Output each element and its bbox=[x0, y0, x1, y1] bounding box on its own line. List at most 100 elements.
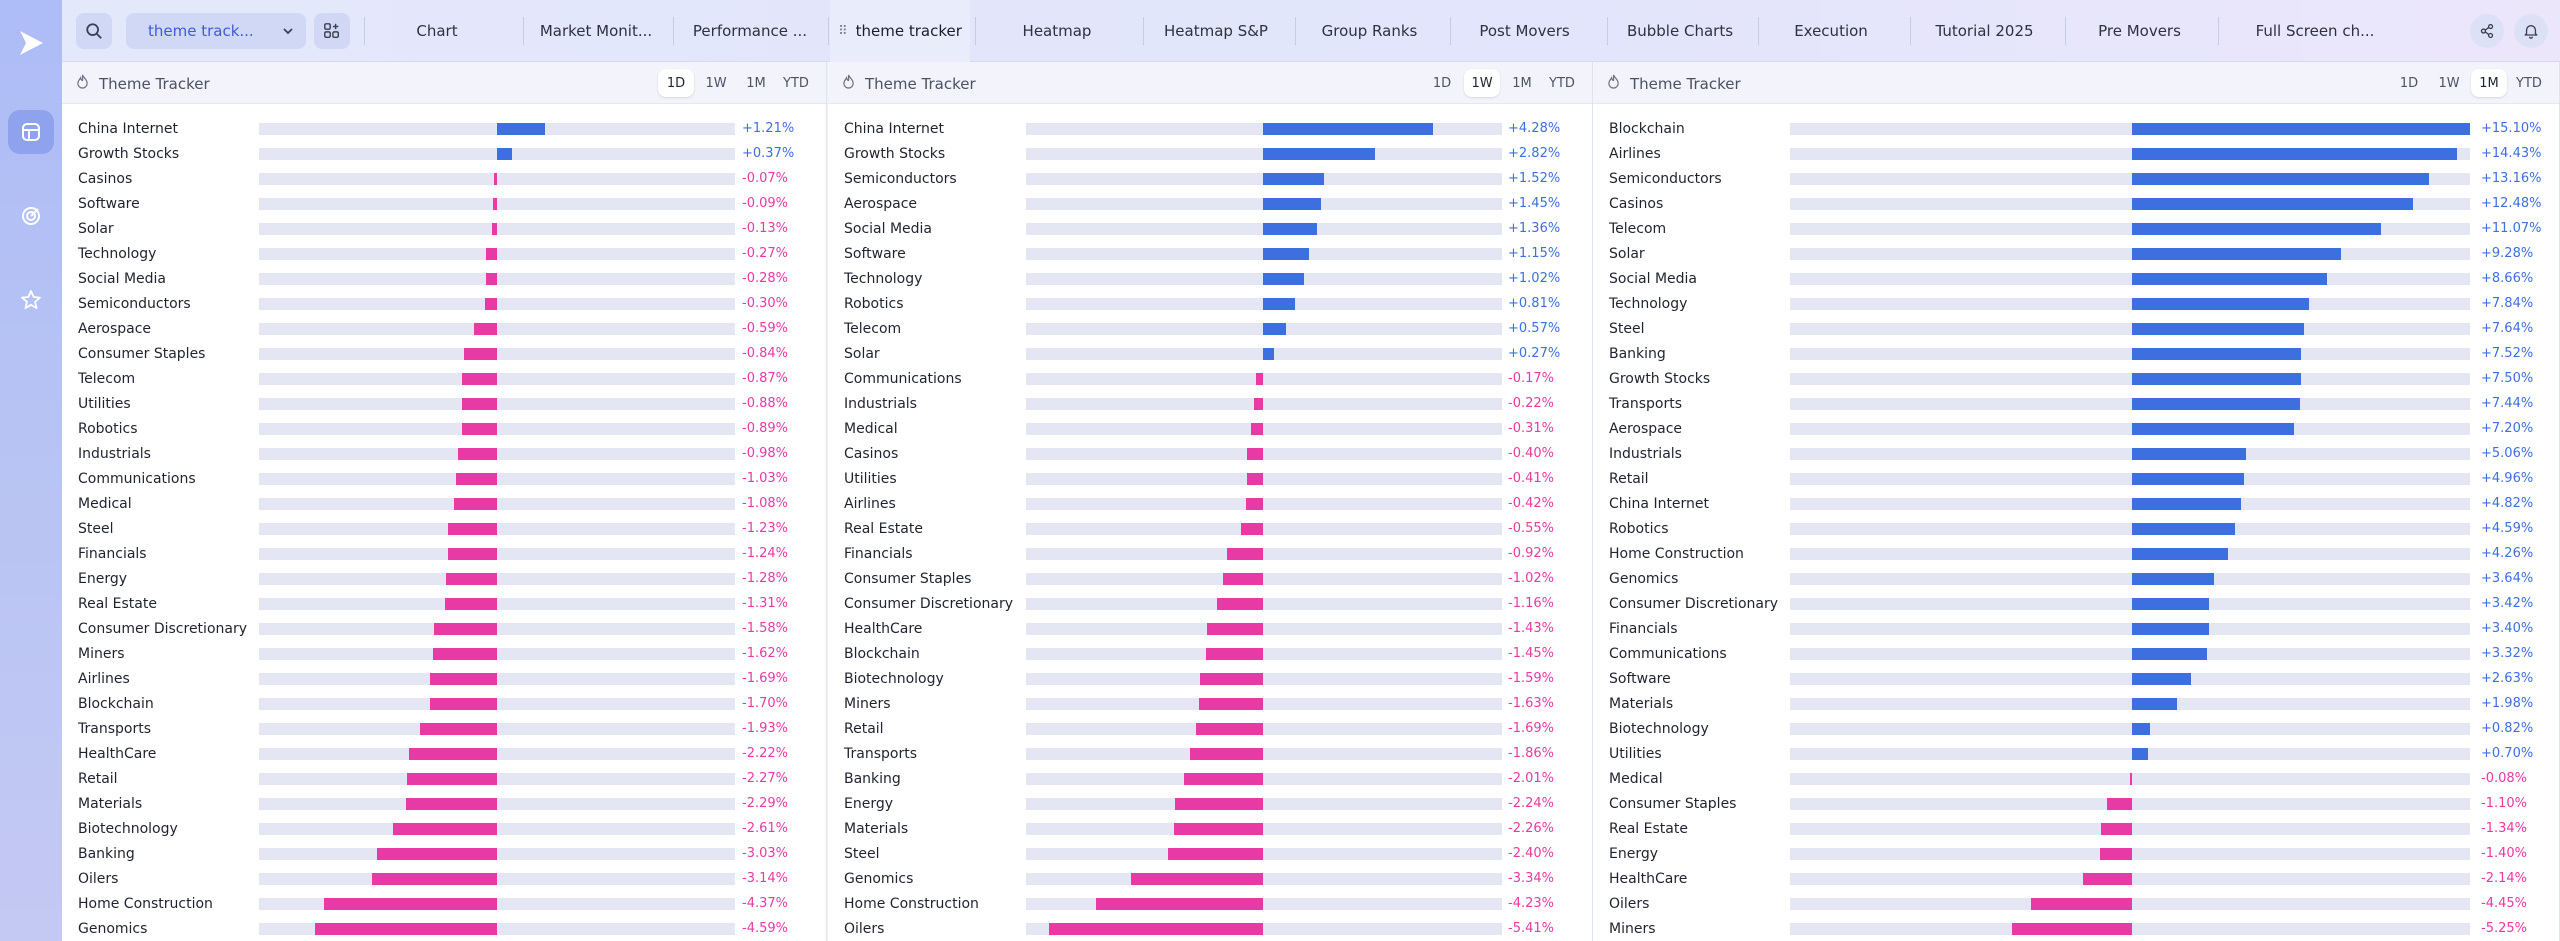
tab-group-ranks[interactable]: Group Ranks bbox=[1297, 0, 1442, 62]
theme-row[interactable]: Energy -1.40% bbox=[1593, 841, 2559, 866]
theme-row[interactable]: Consumer Staples -1.10% bbox=[1593, 791, 2559, 816]
tab-chart[interactable]: Chart bbox=[357, 0, 517, 62]
theme-row[interactable]: Software +1.15% bbox=[828, 241, 1592, 266]
theme-row[interactable]: Telecom -0.87% bbox=[62, 366, 826, 391]
tab-tutorial-2025[interactable]: Tutorial 2025 bbox=[1912, 0, 2057, 62]
theme-row[interactable]: Robotics -0.89% bbox=[62, 416, 826, 441]
period-ytd-button[interactable]: YTD bbox=[783, 75, 809, 91]
period-1m-button[interactable]: 1M bbox=[1512, 75, 1532, 91]
tab-pre-movers[interactable]: Pre Movers bbox=[2067, 0, 2212, 62]
period-1d-button[interactable]: 1D bbox=[1432, 75, 1452, 91]
theme-row[interactable]: Aerospace +1.45% bbox=[828, 191, 1592, 216]
theme-row[interactable]: Airlines -0.42% bbox=[828, 491, 1592, 516]
theme-row[interactable]: HealthCare -2.14% bbox=[1593, 866, 2559, 891]
theme-row[interactable]: Steel -1.23% bbox=[62, 516, 826, 541]
theme-row[interactable]: Casinos -0.40% bbox=[828, 441, 1592, 466]
theme-row[interactable]: Biotechnology +0.82% bbox=[1593, 716, 2559, 741]
theme-row[interactable]: Semiconductors +1.52% bbox=[828, 166, 1592, 191]
period-1w-button[interactable]: 1W bbox=[1464, 69, 1500, 97]
theme-row[interactable]: Genomics -3.34% bbox=[828, 866, 1592, 891]
theme-row[interactable]: Telecom +11.07% bbox=[1593, 216, 2559, 241]
theme-row[interactable]: Industrials -0.22% bbox=[828, 391, 1592, 416]
theme-row[interactable]: Consumer Discretionary +3.42% bbox=[1593, 591, 2559, 616]
theme-row[interactable]: Transports -1.93% bbox=[62, 716, 826, 741]
period-1d-button[interactable]: 1D bbox=[2399, 75, 2419, 91]
theme-row[interactable]: Blockchain -1.45% bbox=[828, 641, 1592, 666]
theme-row[interactable]: Communications +3.32% bbox=[1593, 641, 2559, 666]
theme-row[interactable]: China Internet +4.82% bbox=[1593, 491, 2559, 516]
theme-row[interactable]: Biotechnology -2.61% bbox=[62, 816, 826, 841]
theme-row[interactable]: Aerospace +7.20% bbox=[1593, 416, 2559, 441]
theme-row[interactable]: Transports +7.44% bbox=[1593, 391, 2559, 416]
theme-row[interactable]: Robotics +0.81% bbox=[828, 291, 1592, 316]
theme-row[interactable]: China Internet +4.28% bbox=[828, 116, 1592, 141]
theme-row[interactable]: Technology +7.84% bbox=[1593, 291, 2559, 316]
theme-row[interactable]: Real Estate -1.34% bbox=[1593, 816, 2559, 841]
tab-execution[interactable]: Execution bbox=[1760, 0, 1902, 62]
theme-row[interactable]: Communications -0.17% bbox=[828, 366, 1592, 391]
tab-theme-tracker[interactable]: ⠿ theme tracker bbox=[830, 0, 970, 62]
theme-row[interactable]: Banking -2.01% bbox=[828, 766, 1592, 791]
theme-row[interactable]: Growth Stocks +2.82% bbox=[828, 141, 1592, 166]
workspace-select[interactable]: theme track... bbox=[126, 13, 306, 49]
tab-market-monit[interactable]: Market Monit... bbox=[525, 0, 667, 62]
theme-row[interactable]: Casinos -0.07% bbox=[62, 166, 826, 191]
theme-row[interactable]: Software -0.09% bbox=[62, 191, 826, 216]
tab-performance[interactable]: Performance ... bbox=[675, 0, 825, 62]
theme-row[interactable]: Genomics +3.64% bbox=[1593, 566, 2559, 591]
theme-row[interactable]: Robotics +4.59% bbox=[1593, 516, 2559, 541]
theme-row[interactable]: Genomics -4.59% bbox=[62, 916, 826, 941]
theme-row[interactable]: Steel -2.40% bbox=[828, 841, 1592, 866]
theme-row[interactable]: Energy -1.28% bbox=[62, 566, 826, 591]
theme-row[interactable]: Telecom +0.57% bbox=[828, 316, 1592, 341]
theme-row[interactable]: Solar +0.27% bbox=[828, 341, 1592, 366]
theme-row[interactable]: Semiconductors -0.30% bbox=[62, 291, 826, 316]
theme-row[interactable]: Software +2.63% bbox=[1593, 666, 2559, 691]
theme-row[interactable]: Blockchain +15.10% bbox=[1593, 116, 2559, 141]
theme-row[interactable]: Semiconductors +13.16% bbox=[1593, 166, 2559, 191]
theme-row[interactable]: Airlines -1.69% bbox=[62, 666, 826, 691]
theme-row[interactable]: Home Construction +4.26% bbox=[1593, 541, 2559, 566]
theme-row[interactable]: Home Construction -4.23% bbox=[828, 891, 1592, 916]
theme-row[interactable]: Growth Stocks +7.50% bbox=[1593, 366, 2559, 391]
search-button[interactable] bbox=[76, 13, 112, 49]
theme-row[interactable]: Financials +3.40% bbox=[1593, 616, 2559, 641]
theme-row[interactable]: Communications -1.03% bbox=[62, 466, 826, 491]
theme-row[interactable]: Medical -0.08% bbox=[1593, 766, 2559, 791]
theme-row[interactable]: Retail +4.96% bbox=[1593, 466, 2559, 491]
tab-post-movers[interactable]: Post Movers bbox=[1452, 0, 1597, 62]
theme-row[interactable]: HealthCare -1.43% bbox=[828, 616, 1592, 641]
theme-row[interactable]: Growth Stocks +0.37% bbox=[62, 141, 826, 166]
theme-row[interactable]: HealthCare -2.22% bbox=[62, 741, 826, 766]
theme-row[interactable]: Solar +9.28% bbox=[1593, 241, 2559, 266]
theme-row[interactable]: Materials -2.26% bbox=[828, 816, 1592, 841]
period-1m-button[interactable]: 1M bbox=[746, 75, 766, 91]
period-1m-button[interactable]: 1M bbox=[2471, 69, 2507, 97]
period-1w-button[interactable]: 1W bbox=[705, 75, 727, 91]
theme-row[interactable]: Biotechnology -1.59% bbox=[828, 666, 1592, 691]
theme-row[interactable]: Oilers -3.14% bbox=[62, 866, 826, 891]
theme-row[interactable]: Banking -3.03% bbox=[62, 841, 826, 866]
period-1d-button[interactable]: 1D bbox=[658, 69, 694, 97]
theme-row[interactable]: Utilities -0.88% bbox=[62, 391, 826, 416]
theme-row[interactable]: Airlines +14.43% bbox=[1593, 141, 2559, 166]
theme-row[interactable]: Financials -1.24% bbox=[62, 541, 826, 566]
radar-icon[interactable] bbox=[8, 194, 54, 238]
theme-row[interactable]: Real Estate -0.55% bbox=[828, 516, 1592, 541]
theme-row[interactable]: Casinos +12.48% bbox=[1593, 191, 2559, 216]
theme-row[interactable]: Social Media +8.66% bbox=[1593, 266, 2559, 291]
theme-row[interactable]: Miners -5.25% bbox=[1593, 916, 2559, 941]
add-widget-button[interactable] bbox=[314, 13, 350, 49]
theme-row[interactable]: Utilities -0.41% bbox=[828, 466, 1592, 491]
theme-row[interactable]: Social Media +1.36% bbox=[828, 216, 1592, 241]
share-button[interactable] bbox=[2470, 14, 2504, 48]
theme-row[interactable]: Transports -1.86% bbox=[828, 741, 1592, 766]
period-ytd-button[interactable]: YTD bbox=[2516, 75, 2542, 91]
theme-row[interactable]: Materials -2.29% bbox=[62, 791, 826, 816]
theme-row[interactable]: Materials +1.98% bbox=[1593, 691, 2559, 716]
theme-row[interactable]: Banking +7.52% bbox=[1593, 341, 2559, 366]
tab-full-screen-ch[interactable]: Full Screen ch... bbox=[2220, 0, 2410, 62]
tab-heatmap-s-p[interactable]: Heatmap S&P bbox=[1145, 0, 1287, 62]
theme-row[interactable]: Real Estate -1.31% bbox=[62, 591, 826, 616]
theme-row[interactable]: Consumer Staples -0.84% bbox=[62, 341, 826, 366]
